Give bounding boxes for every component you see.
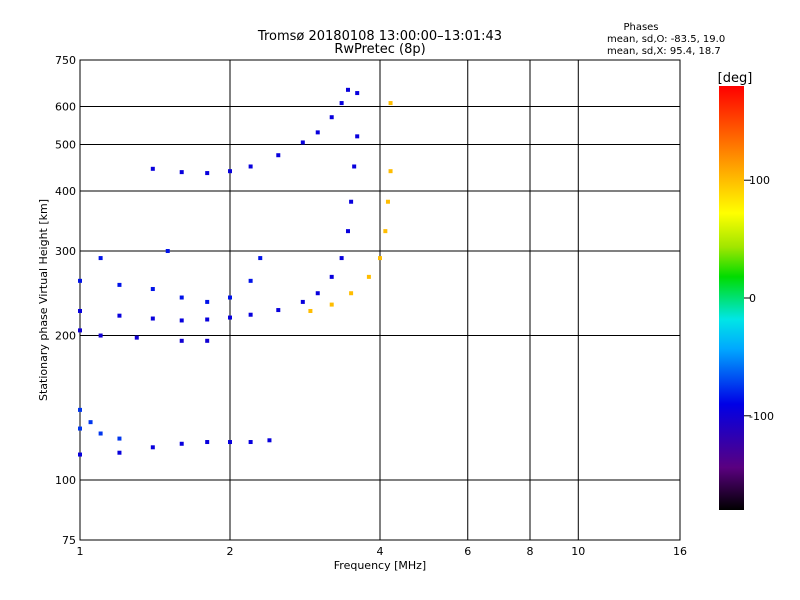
data-point <box>117 313 122 318</box>
data-point <box>300 299 305 304</box>
data-point <box>150 316 155 321</box>
data-point <box>78 278 82 283</box>
data-point <box>205 299 210 304</box>
data-point <box>88 420 93 425</box>
y-tick-label: 200 <box>55 330 76 343</box>
x-tick-label: 6 <box>464 545 471 558</box>
data-point <box>349 291 354 296</box>
chart-title: Tromsø 20180108 13:00:00–13:01:43 <box>257 29 502 44</box>
data-point <box>205 171 210 176</box>
colorbar-ticks: -100 0 100 <box>744 174 774 423</box>
colorbar-label: [deg] <box>718 71 753 86</box>
data-point <box>248 440 253 445</box>
data-point <box>385 199 390 204</box>
y-tick-label: 75 <box>62 534 76 547</box>
data-point <box>98 333 103 338</box>
data-point <box>329 274 334 279</box>
data-points <box>78 87 393 457</box>
data-point <box>267 438 272 443</box>
colorbar-tick-label: 100 <box>749 174 770 187</box>
data-point <box>205 440 210 445</box>
data-point <box>339 101 344 106</box>
data-point <box>228 169 232 174</box>
colorbar <box>719 86 744 510</box>
data-point <box>78 407 82 412</box>
data-point <box>345 229 350 234</box>
data-point <box>150 445 155 450</box>
data-point <box>388 169 393 174</box>
data-point <box>315 291 320 296</box>
data-point <box>300 140 305 145</box>
data-point <box>150 287 155 292</box>
data-point <box>117 282 122 287</box>
grid-lines <box>80 60 680 540</box>
data-point <box>248 164 253 169</box>
data-point <box>308 308 313 313</box>
data-point <box>339 256 344 261</box>
y-axis-ticks: 75 100 200 300 400 500 600 750 <box>55 54 76 547</box>
data-point <box>258 256 263 261</box>
x-tick-label: 4 <box>377 545 384 558</box>
data-point <box>78 452 82 457</box>
y-tick-label: 400 <box>55 185 76 198</box>
data-point <box>345 87 350 92</box>
x-tick-label: 2 <box>227 545 234 558</box>
data-point <box>228 440 232 445</box>
y-tick-label: 500 <box>55 139 76 152</box>
data-point <box>355 134 360 139</box>
data-point <box>205 317 210 322</box>
stats-o-mode: mean, sd,O: -83.5, 19.0 <box>607 34 725 45</box>
data-point <box>98 431 103 436</box>
data-point <box>248 278 253 283</box>
chart-subtitle: RwPretec (8p) <box>334 42 425 57</box>
y-tick-label: 600 <box>55 101 76 114</box>
data-point <box>165 249 170 254</box>
data-point <box>228 295 232 300</box>
x-tick-label: 1 <box>77 545 84 558</box>
data-point <box>78 308 82 313</box>
data-point <box>134 335 139 340</box>
data-point <box>352 164 357 169</box>
colorbar-tick-label: -100 <box>749 410 774 423</box>
data-point <box>78 328 82 333</box>
data-point <box>78 426 82 431</box>
x-tick-label: 8 <box>527 545 534 558</box>
data-point <box>179 338 184 343</box>
x-axis-ticks: 1 2 4 6 8 10 16 <box>77 545 688 558</box>
data-point <box>248 312 253 317</box>
x-tick-label: 10 <box>571 545 585 558</box>
data-point <box>388 101 393 106</box>
data-point <box>117 436 122 441</box>
data-point <box>383 229 388 234</box>
y-axis-label: Stationary phase Virtual Height [km] <box>37 199 50 401</box>
data-point <box>378 256 382 261</box>
data-point <box>228 315 232 320</box>
data-point <box>276 308 281 313</box>
y-tick-label: 300 <box>55 245 76 258</box>
data-point <box>366 274 371 279</box>
data-point <box>179 295 184 300</box>
data-point <box>179 318 184 323</box>
colorbar-tick-label: 0 <box>749 292 756 305</box>
data-point <box>98 256 103 261</box>
data-point <box>329 302 334 307</box>
data-point <box>315 130 320 135</box>
data-point <box>329 115 334 120</box>
data-point <box>117 450 122 455</box>
data-point <box>349 199 354 204</box>
y-tick-label: 100 <box>55 474 76 487</box>
data-point <box>355 91 360 96</box>
stats-x-mode: mean, sd,X: 95.4, 18.7 <box>607 46 721 57</box>
data-point <box>276 153 281 158</box>
stats-heading: Phases <box>623 22 658 33</box>
x-tick-label: 16 <box>673 545 687 558</box>
data-point <box>179 170 184 175</box>
data-point <box>205 338 210 343</box>
x-axis-label: Frequency [MHz] <box>334 559 426 572</box>
y-tick-label: 750 <box>55 54 76 67</box>
data-point <box>150 166 155 171</box>
data-point <box>179 441 184 446</box>
